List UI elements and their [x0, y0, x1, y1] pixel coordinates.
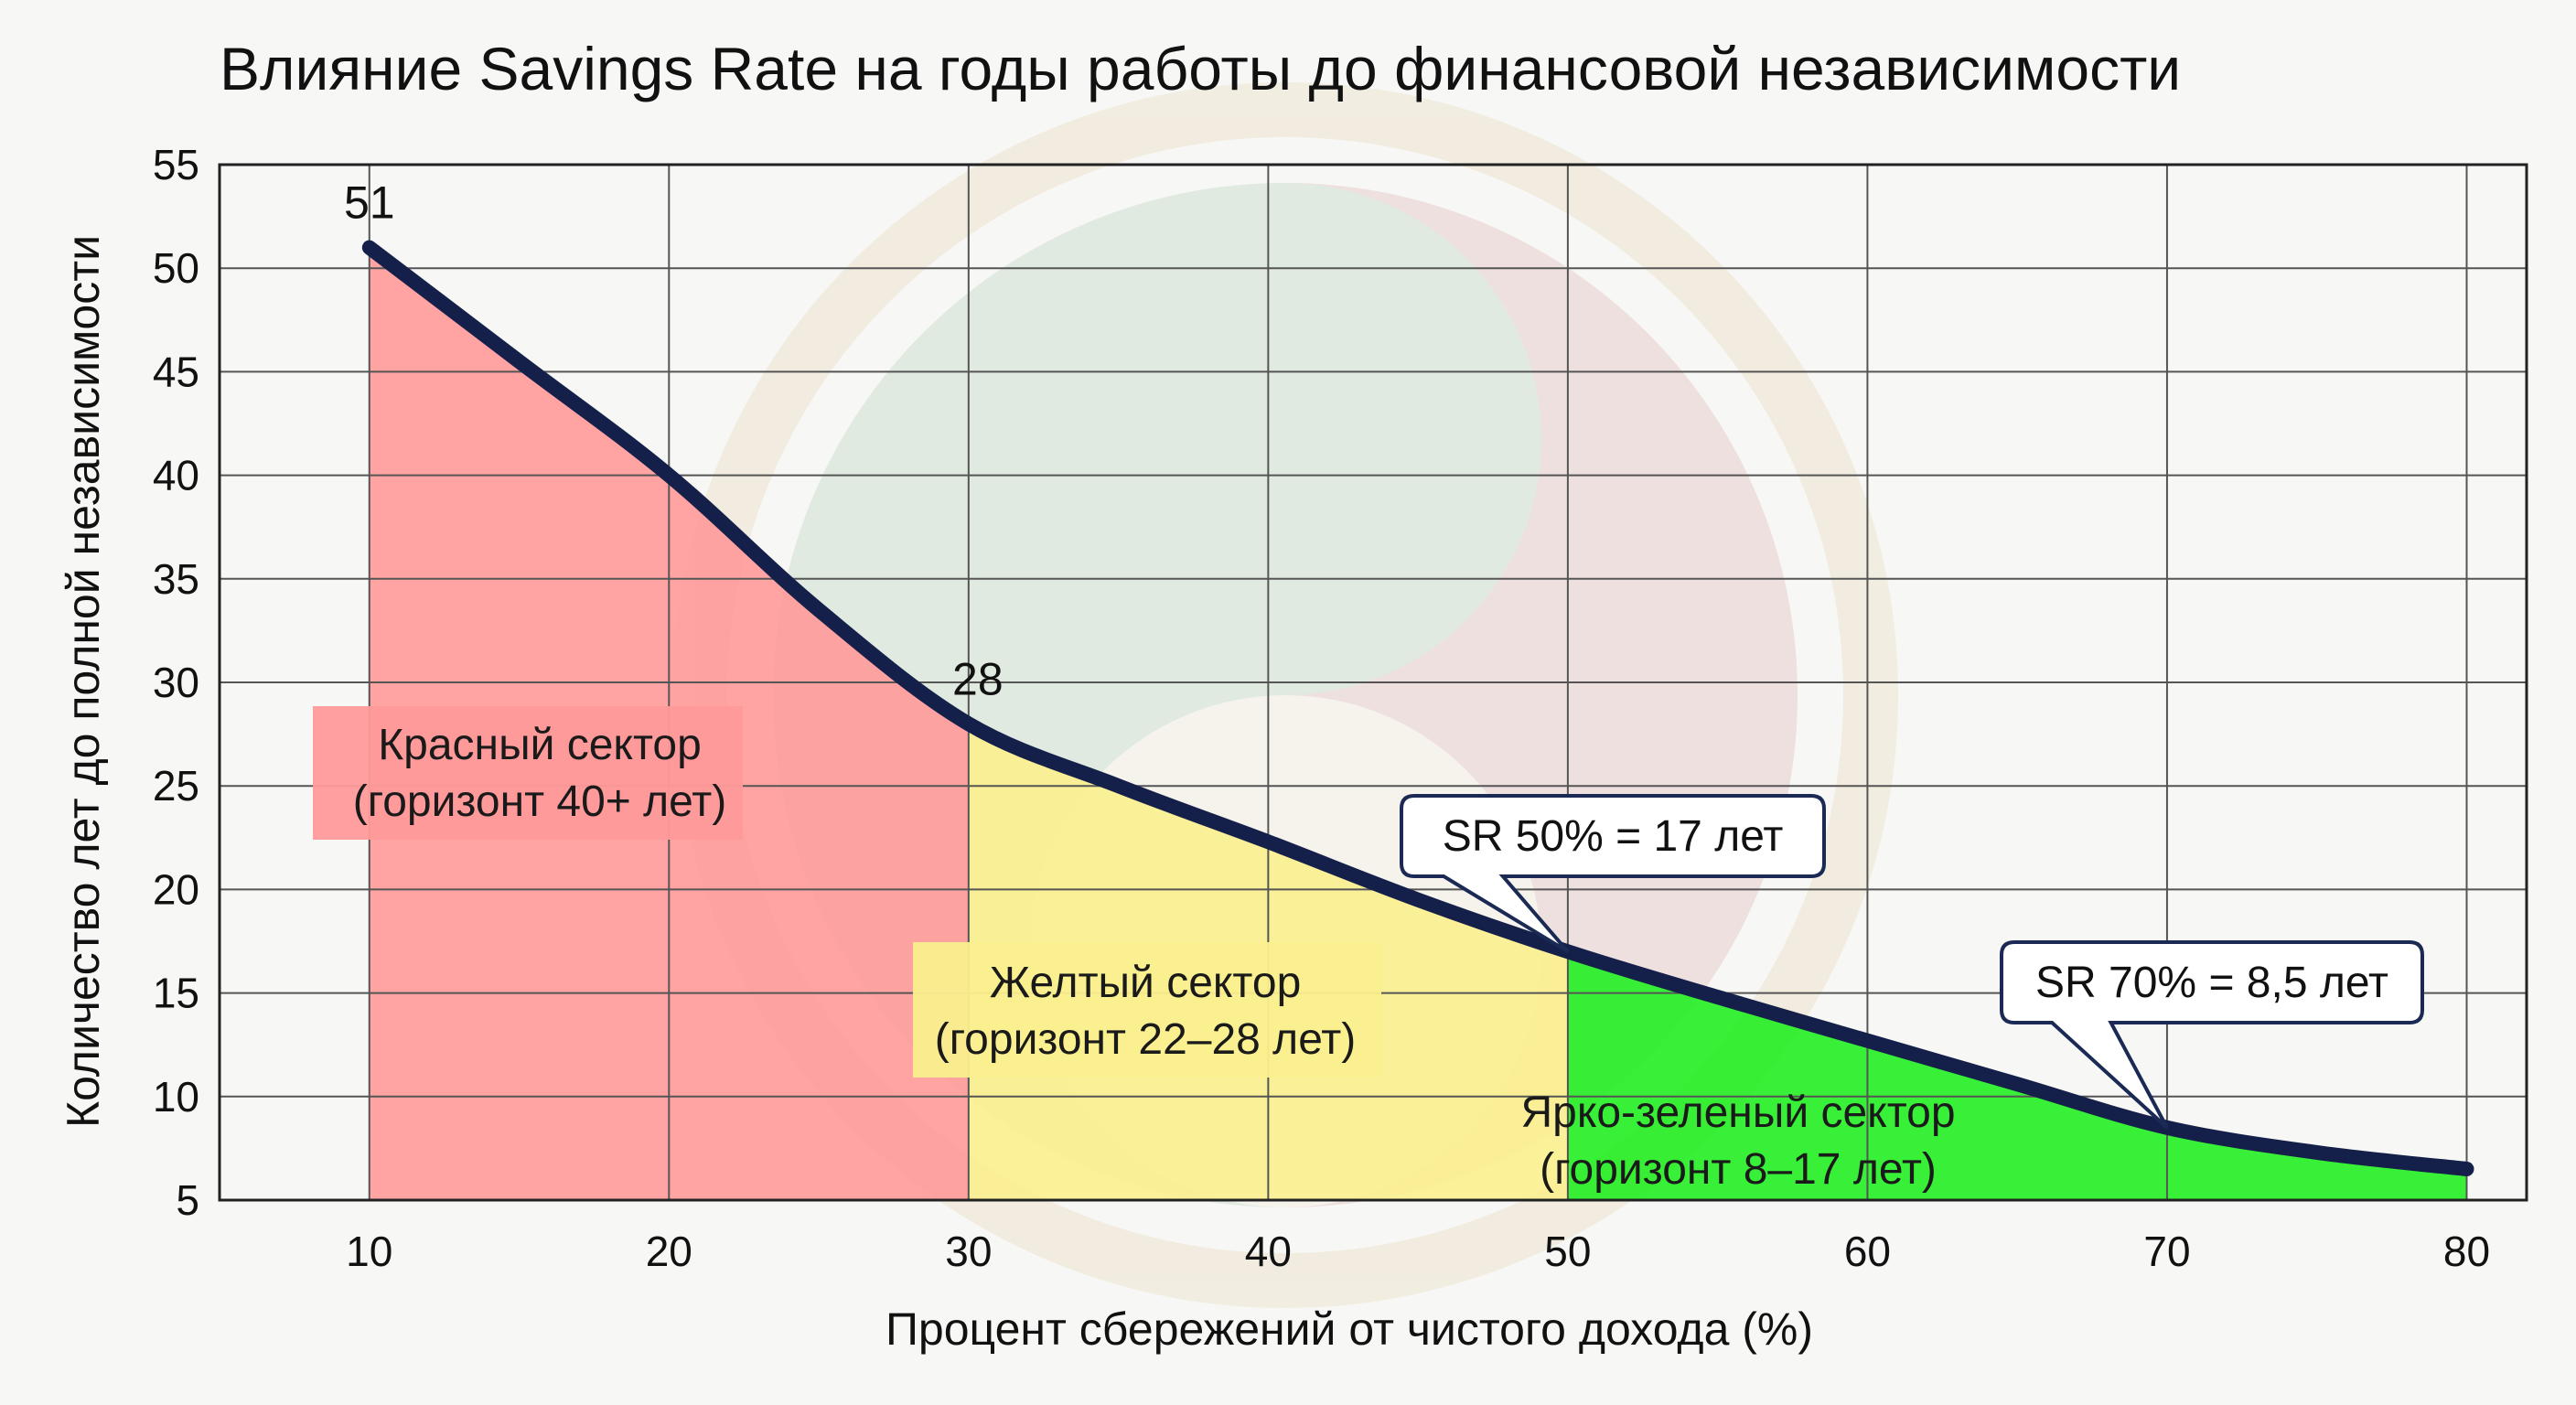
y-tick-label: 20: [153, 865, 199, 913]
y-tick-label: 50: [153, 244, 199, 292]
y-tick-label: 40: [153, 452, 199, 499]
y-tick-label: 10: [153, 1073, 199, 1121]
y-axis-title: Количество лет до полной независимости: [58, 235, 109, 1128]
data-label-0: 51: [344, 177, 395, 229]
callout-text-0: SR 50% = 17 лет: [1443, 812, 1784, 861]
y-tick-label: 30: [153, 659, 199, 706]
y-tick-label: 35: [153, 555, 199, 603]
x-tick-label: 70: [2143, 1228, 2190, 1275]
sector-label-range-2: (горизонт 8–17 лет): [1540, 1145, 1937, 1194]
series-line: [361, 240, 2474, 1176]
sector-label-title-0: Красный сектор: [378, 721, 702, 769]
callout-box-0: [1400, 794, 1826, 954]
plot-frame: [218, 163, 2528, 1202]
sector-label-title-1: Желтый сектор: [990, 959, 1302, 1007]
x-tick-label: 30: [945, 1228, 992, 1275]
callout-1: SR 70% = 8,5 лет: [2000, 940, 2424, 1130]
y-tick-label: 55: [153, 141, 199, 188]
sector-label-box-1: [913, 942, 1381, 1078]
y-tick-label: 25: [153, 762, 199, 810]
y-tick-label: 45: [153, 348, 199, 395]
x-tick-label: 40: [1245, 1228, 1292, 1275]
callout-box-1: [2000, 940, 2424, 1130]
x-tick-label: 60: [1844, 1228, 1891, 1275]
data-label-1: 28: [952, 653, 1004, 704]
chart-title: Влияние Savings Rate на годы работы до ф…: [220, 35, 2181, 102]
sector-label-range-0: (горизонт 40+ лет): [353, 778, 726, 826]
x-axis-title: Процент сбережений от чистого дохода (%): [886, 1303, 1813, 1355]
sector-label-range-1: (горизонт 22–28 лет): [935, 1015, 1357, 1064]
x-tick-label: 80: [2443, 1228, 2490, 1275]
sector-label-title-2: Ярко-зеленый сектор: [1520, 1089, 1955, 1137]
sector-label-box-0: [313, 706, 743, 840]
x-tick-label: 20: [646, 1228, 692, 1275]
callout-text-1: SR 70% = 8,5 лет: [2035, 959, 2388, 1007]
x-tick-label: 50: [1544, 1228, 1591, 1275]
x-tick-label: 10: [346, 1228, 392, 1275]
y-tick-label: 5: [176, 1176, 199, 1224]
callout-0: SR 50% = 17 лет: [1400, 794, 1826, 954]
y-tick-label: 15: [153, 970, 199, 1017]
